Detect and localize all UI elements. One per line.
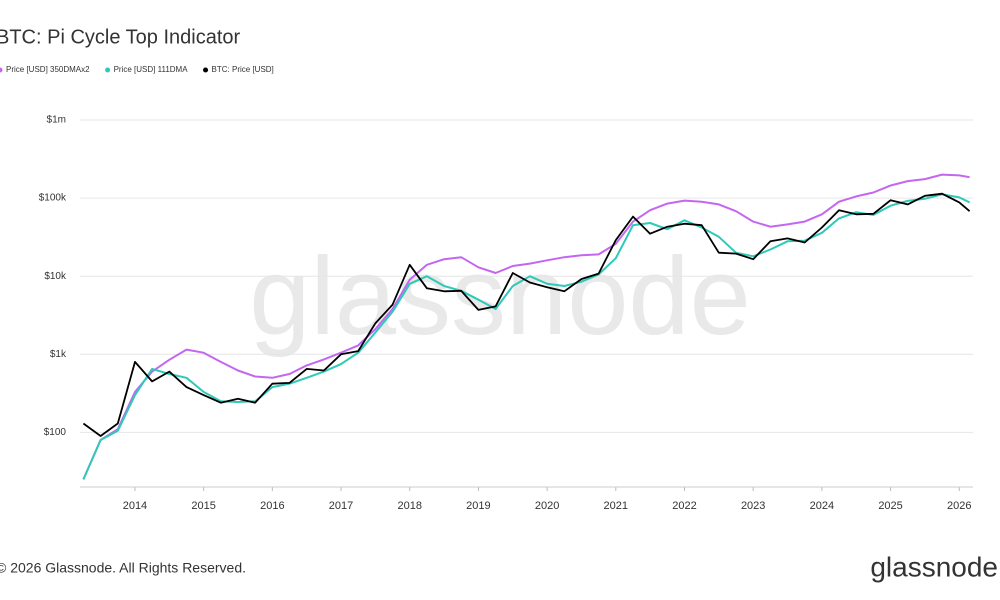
x-tick-label: 2023 [741, 500, 765, 512]
legend-marker [203, 67, 209, 73]
x-tick-label: 2020 [535, 500, 559, 512]
legend-label: BTC: Price [USD] [212, 65, 274, 74]
x-tick-label: 2014 [123, 500, 147, 512]
y-tick-label: $100 [44, 427, 67, 438]
series-line [82, 173, 970, 480]
x-tick-label: 2024 [810, 500, 834, 512]
x-tick-label: 2019 [466, 500, 490, 512]
x-tick-label: 2018 [397, 500, 421, 512]
series-line [82, 193, 971, 480]
y-tick-label: $100k [39, 193, 67, 204]
x-tick-label: 2025 [878, 500, 902, 512]
x-tick-label: 2015 [191, 500, 215, 512]
copyright: © 2026 Glassnode. All Rights Reserved. [0, 560, 246, 576]
series-line [82, 192, 971, 437]
chart-title: BTC: Pi Cycle Top Indicator [0, 26, 241, 48]
y-tick-label: $1m [47, 115, 66, 126]
legend-marker [0, 67, 3, 73]
legend-label: Price [USD] 350DMAx2 [6, 65, 90, 74]
x-tick-label: 2016 [260, 500, 284, 512]
y-tick-label: $10k [44, 271, 67, 282]
y-tick-label: $1k [50, 349, 67, 360]
logo: glassnode [870, 551, 998, 582]
x-tick-label: 2022 [672, 500, 696, 512]
legend-marker [105, 67, 111, 73]
x-tick-label: 2017 [329, 500, 353, 512]
x-tick-label: 2021 [604, 500, 628, 512]
x-tick-label: 2026 [947, 500, 971, 512]
legend-label: Price [USD] 111DMA [114, 65, 189, 74]
